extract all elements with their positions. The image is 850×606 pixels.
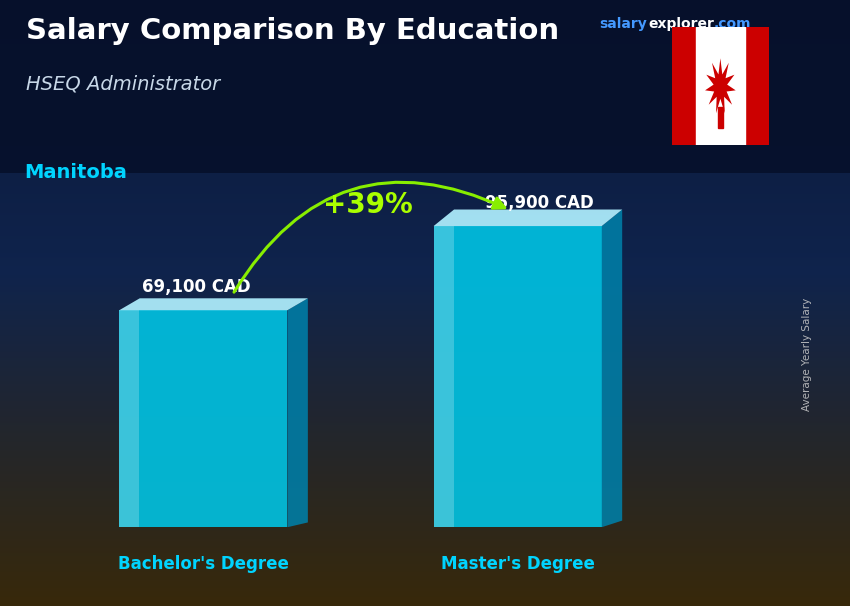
Text: Salary Comparison By Education: Salary Comparison By Education [26,17,558,45]
Polygon shape [119,310,287,527]
Text: explorer: explorer [649,17,714,31]
Polygon shape [705,58,736,113]
Polygon shape [434,226,602,527]
Bar [0,0,850,173]
Polygon shape [119,298,308,310]
Text: 95,900 CAD: 95,900 CAD [485,194,594,212]
Bar [745,27,769,145]
Polygon shape [434,226,454,527]
Polygon shape [119,310,139,527]
Polygon shape [602,210,622,527]
Text: Average Yearly Salary: Average Yearly Salary [802,298,813,411]
Text: salary: salary [599,17,647,31]
Text: Master's Degree: Master's Degree [440,556,595,573]
Bar [696,27,745,145]
Text: HSEQ Administrator: HSEQ Administrator [26,75,219,94]
Text: Bachelor's Degree: Bachelor's Degree [118,556,289,573]
Polygon shape [287,298,308,527]
Polygon shape [434,210,622,226]
Bar [672,27,696,145]
Bar [718,107,722,128]
Text: 69,100 CAD: 69,100 CAD [142,278,250,296]
Text: Manitoba: Manitoba [25,163,128,182]
Text: +39%: +39% [323,191,412,219]
Text: .com: .com [714,17,751,31]
